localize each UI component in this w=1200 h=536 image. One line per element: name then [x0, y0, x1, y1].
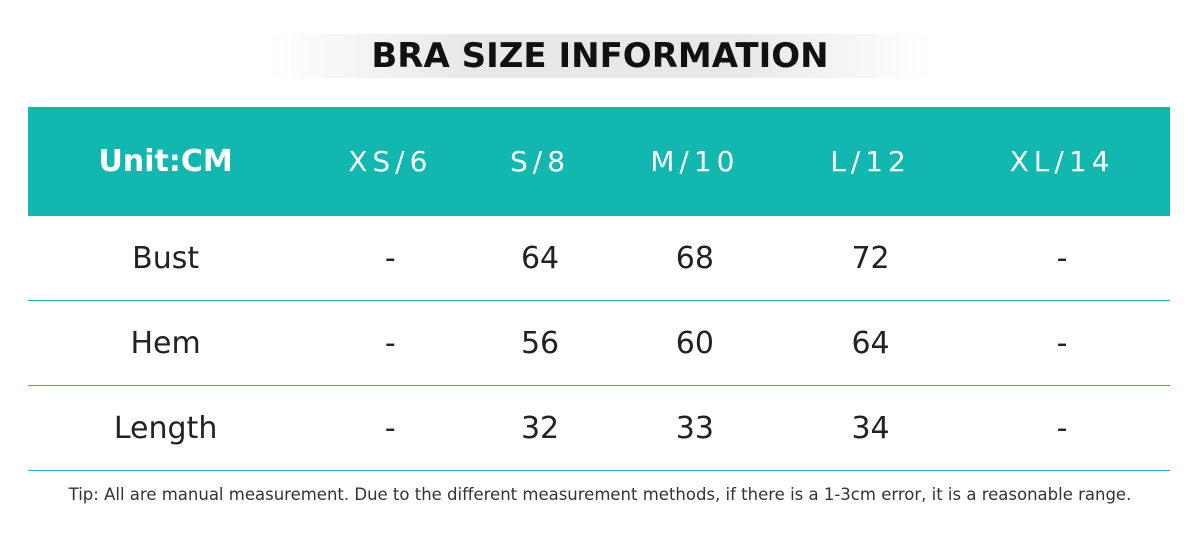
cell: 64 — [477, 216, 603, 301]
column-header: S/8 — [477, 107, 603, 216]
column-header: Unit:CM — [28, 107, 304, 216]
cell: - — [954, 385, 1170, 471]
table-row: Bust -64 68 72- — [28, 216, 1170, 301]
table-row: Hem -56 60 64- — [28, 300, 1170, 386]
cell: 60 — [602, 300, 788, 386]
title: BRA SIZE INFORMATION — [270, 34, 930, 78]
column-header: XL/14 — [954, 107, 1170, 216]
column-header: XS/6 — [303, 107, 478, 216]
cell: 32 — [477, 385, 603, 471]
row-label: Length — [28, 385, 304, 471]
column-header: L/12 — [787, 107, 955, 216]
table-body: Bust -64 68 72- Hem -56 60 64- Length -32 33 34- — [28, 216, 1170, 471]
cell: 56 — [477, 300, 603, 386]
cell: - — [303, 216, 478, 301]
cell: 34 — [787, 385, 955, 471]
cell: 72 — [787, 216, 955, 301]
row-label: Hem — [28, 300, 304, 386]
cell: - — [303, 300, 478, 386]
cell: 33 — [602, 385, 788, 471]
size-table: Unit:CM XS/6 S/8 M/10 L/12 XL/14 Bust -64 68 72-… — [28, 107, 1170, 471]
column-header: M/10 — [602, 107, 788, 216]
cell: 64 — [787, 300, 955, 386]
row-label: Bust — [28, 216, 304, 301]
cell: - — [954, 300, 1170, 386]
tip: Tip: All are manual measurement. Due to … — [68, 485, 1132, 504]
cell: - — [954, 216, 1170, 301]
header-row: Unit:CM XS/6 S/8 M/10 L/12 XL/14 — [28, 107, 1170, 216]
cell: 68 — [602, 216, 788, 301]
table-row: Length -32 33 34- — [28, 385, 1170, 471]
cell: - — [303, 385, 478, 471]
